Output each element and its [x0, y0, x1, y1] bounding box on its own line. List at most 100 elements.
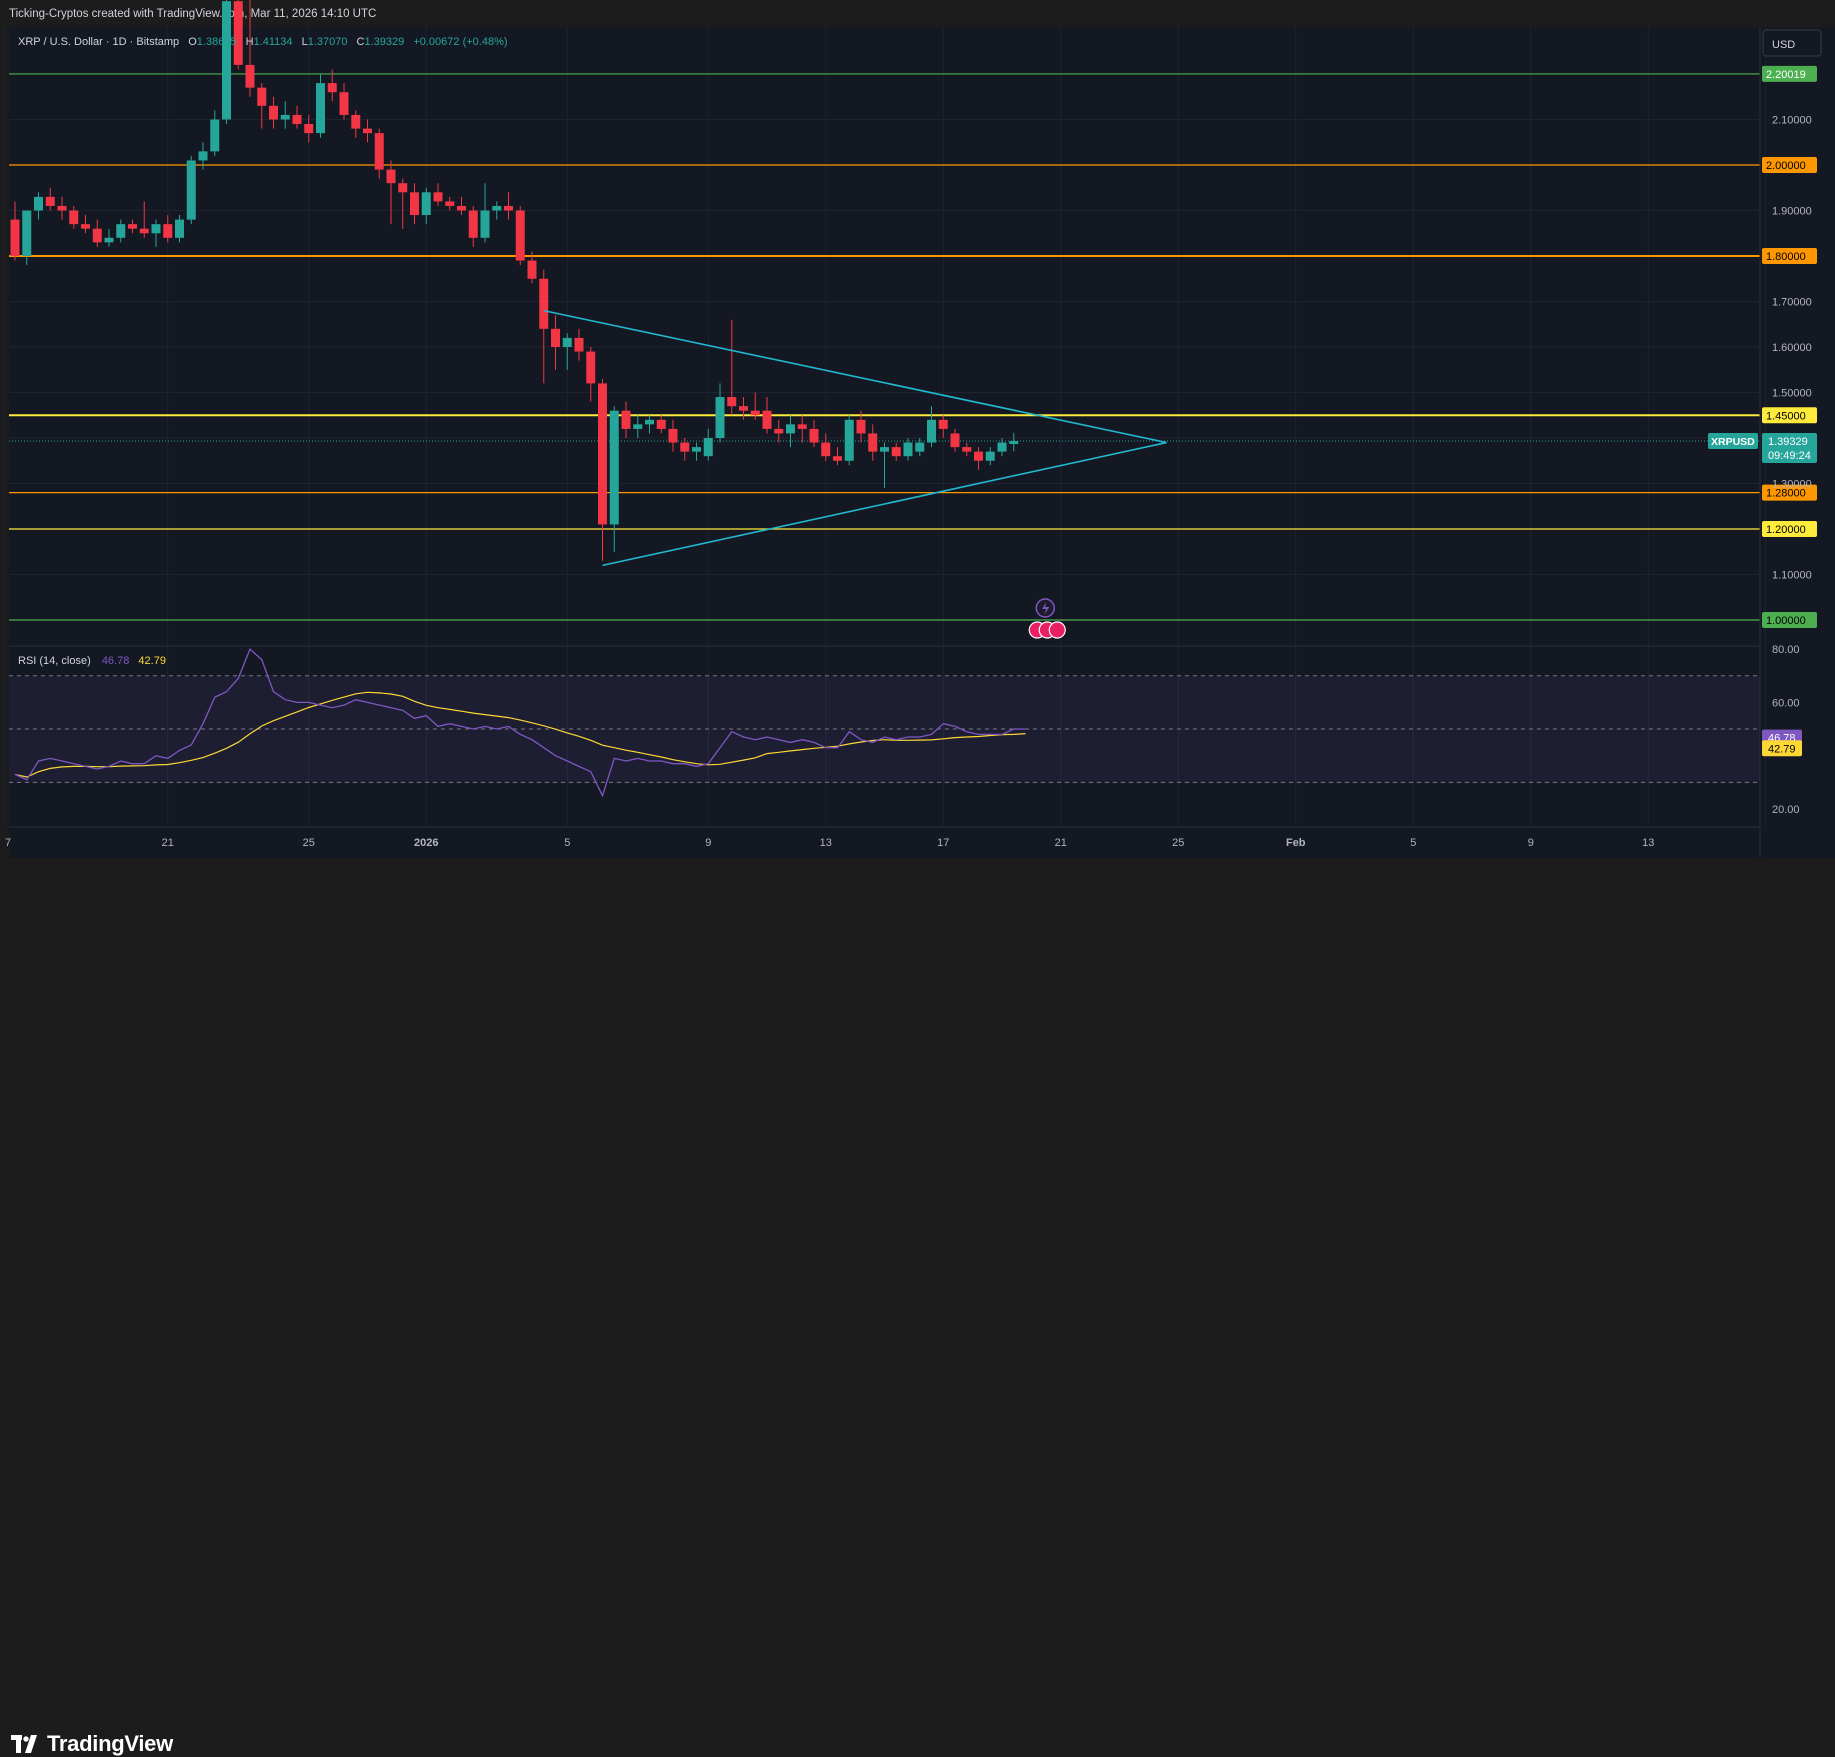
rsi-lines	[14, 647, 1026, 798]
candle-body	[750, 410, 760, 416]
candle-body	[210, 119, 220, 152]
candle-body	[527, 260, 537, 279]
rsi-line	[14, 647, 1026, 798]
candles	[10, 0, 1019, 561]
candle-body	[327, 83, 337, 93]
axes: 2.20019 2.00000 1.80000 1.45000 1.28000 1.200…	[5, 65, 1817, 849]
candle-body	[257, 87, 267, 106]
candle-body	[316, 83, 325, 134]
level-label: 1.20000	[1766, 524, 1806, 536]
time-label: 2026	[414, 837, 438, 849]
time-label: 5	[564, 837, 570, 849]
candle-body	[539, 278, 549, 329]
candle-body	[304, 124, 314, 134]
header-credit: Ticking-Cryptos created with TradingView…	[9, 8, 377, 20]
level-label-bg	[1762, 521, 1817, 537]
time-label: Feb	[1286, 837, 1306, 849]
candle-body	[480, 210, 490, 238]
candle-body	[515, 210, 525, 261]
price-tick: 1.70000	[1772, 297, 1812, 309]
usd-currency-button[interactable]: USD	[1762, 29, 1822, 57]
level-label-bg	[1762, 484, 1817, 501]
candle-body	[457, 205, 466, 211]
trendlines[interactable]	[543, 309, 1167, 567]
candle-body	[797, 424, 807, 429]
candle-body	[844, 419, 854, 461]
candle-body	[339, 92, 349, 115]
horizontal-levels[interactable]	[9, 73, 1760, 621]
candle-body	[151, 224, 161, 234]
candle-body	[692, 447, 701, 452]
time-label: 25	[1172, 837, 1184, 849]
candle-body	[10, 219, 20, 256]
candle-body	[504, 205, 513, 211]
candle-body	[598, 383, 607, 525]
candle-body	[915, 442, 925, 452]
rsi-tick: 80.00	[1772, 644, 1800, 656]
candle-body	[997, 442, 1007, 452]
price-tick: 1.90000	[1772, 206, 1812, 218]
candle-body	[163, 224, 173, 238]
candle-body	[386, 169, 396, 184]
candle-body	[492, 205, 502, 211]
header-bar: Ticking-Cryptos created with TradingView…	[0, 0, 1835, 27]
candle-body	[398, 183, 408, 193]
level-label: 1.00000	[1766, 615, 1806, 627]
rsi-ma-bg	[1762, 740, 1802, 757]
symbol-tag: XRPUSD	[1711, 436, 1755, 448]
candle-body	[445, 201, 455, 206]
level-label-bg	[1762, 157, 1817, 173]
level-label: 1.80000	[1766, 251, 1806, 263]
level-label: 1.45000	[1766, 410, 1806, 422]
price-tick: 2.10000	[1772, 115, 1812, 127]
candle-body	[833, 456, 842, 461]
time-label: 21	[1055, 837, 1067, 849]
candle-body	[45, 196, 55, 206]
candle-body	[562, 337, 572, 347]
symbol-legend[interactable]: XRP / U.S. Dollar · 1D · Bitstamp O1.386…	[18, 36, 508, 48]
candle-body	[668, 428, 678, 443]
candle-body	[821, 442, 831, 457]
tradingview-logo[interactable]: TradingView	[11, 1731, 173, 1757]
candle-body	[715, 397, 725, 438]
candle-body	[233, 1, 243, 65]
time-label: 13	[1642, 837, 1654, 849]
trendline-lower[interactable]	[602, 441, 1167, 567]
time-label: 17	[937, 837, 949, 849]
time-label: 9	[1528, 837, 1534, 849]
time-label: 25	[303, 837, 315, 849]
candle-body	[351, 114, 361, 129]
candle-body	[81, 224, 90, 229]
candle-body	[269, 105, 278, 120]
candle-body	[222, 1, 231, 120]
chart-svg[interactable]: 2.20019 2.00000 1.80000 1.45000 1.28000 1.200…	[0, 0, 1835, 918]
candle-body	[22, 210, 32, 256]
level-label-bg	[1762, 248, 1817, 264]
level-label: 1.28000	[1766, 488, 1806, 500]
level-label-bg	[1762, 612, 1817, 628]
tradingview-logo-icon	[11, 1735, 37, 1753]
candle-body	[856, 419, 866, 434]
candle-body	[786, 424, 795, 434]
rsi-legend[interactable]: RSI (14, close) 46.78 42.79	[18, 655, 166, 667]
usd-label[interactable]: USD	[1772, 39, 1795, 51]
price-tick: 1.50000	[1772, 388, 1812, 400]
trendline-upper[interactable]	[543, 309, 1167, 444]
price-tick: 1.30000	[1772, 479, 1812, 491]
candle-body	[34, 196, 43, 211]
candle-body	[1009, 441, 1019, 445]
candle-body	[950, 433, 960, 448]
level-label-bg	[1762, 407, 1817, 424]
candle-body	[410, 192, 419, 216]
candle-body	[104, 237, 114, 243]
event-markers[interactable]	[1028, 598, 1066, 639]
candle-body	[680, 442, 690, 452]
candle-body	[809, 428, 819, 443]
candle-body	[762, 410, 772, 429]
current-price-bg	[1762, 433, 1817, 464]
candle-body	[292, 114, 302, 125]
candle-body	[374, 133, 384, 170]
time-label: 21	[162, 837, 174, 849]
event-flag-icon[interactable]	[1048, 621, 1066, 639]
